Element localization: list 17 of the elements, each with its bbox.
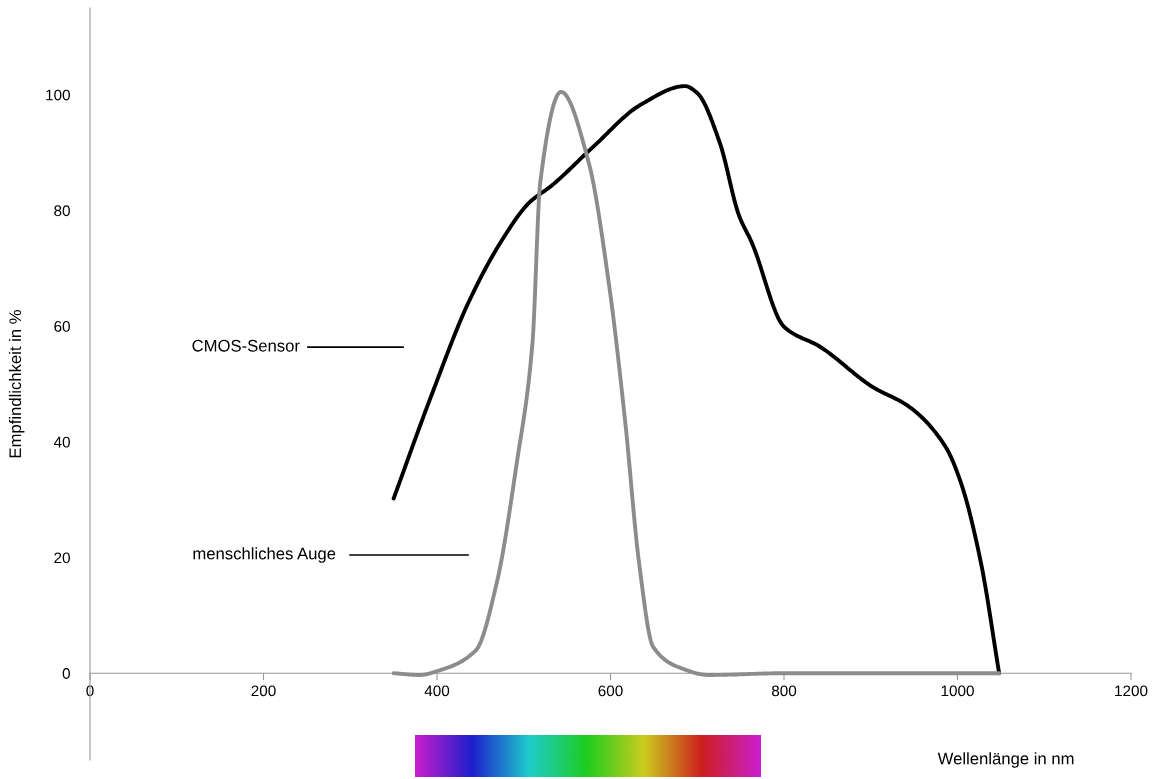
y-tick-label: 40 (53, 436, 70, 448)
x-tick-label: 1200 (1115, 685, 1148, 697)
x-axis-title: Wellenlänge in nm (937, 752, 1074, 768)
y-tick-label: 100 (46, 89, 70, 101)
x-tick-label: 600 (598, 685, 623, 697)
y-tick-label: 0 (62, 668, 70, 679)
x-tick-label: 1000 (941, 685, 974, 697)
y-tick-label: 60 (54, 321, 70, 332)
text: CMOS-Sensor (192, 339, 300, 352)
y-tick-label: 80 (54, 205, 70, 217)
x-tick-label: 800 (771, 685, 797, 697)
text: menschliches Auge (193, 547, 336, 563)
y-axis-title: Empfindlichkeit in % (8, 310, 25, 458)
x-tick-label: 400 (424, 685, 450, 697)
x-tick-label: 0 (86, 685, 94, 697)
y-tick-label: 20 (54, 552, 70, 564)
x-tick-label: 200 (251, 685, 276, 697)
